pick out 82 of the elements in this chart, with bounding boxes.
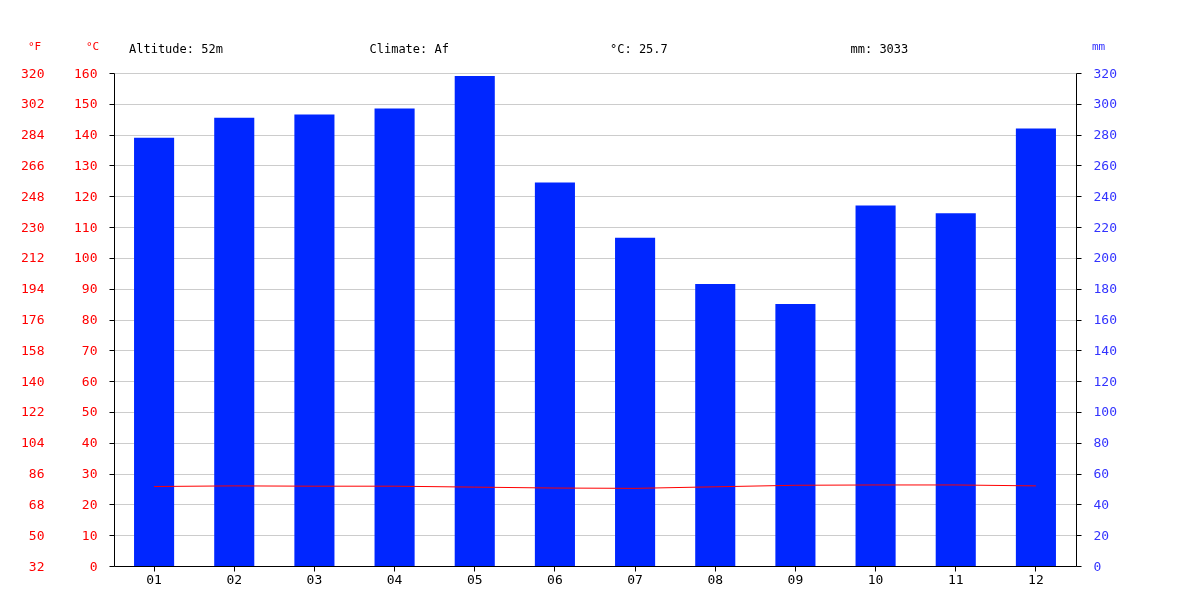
y3-tick-label: 284 — [21, 127, 45, 143]
y-tick-label: 0 — [89, 558, 98, 574]
text: Altitude: 52m — [129, 42, 223, 56]
y3-tick-label: 212 — [21, 250, 45, 266]
bar — [695, 284, 736, 566]
y-tick-label: 10 — [81, 527, 98, 543]
text: mm: 3033 — [850, 42, 909, 56]
y2-tick-label: 0 — [1093, 558, 1102, 574]
x-tick-label: 04 — [386, 571, 403, 587]
x-tick-label: 12 — [1028, 571, 1044, 587]
y-tick-label: 130 — [74, 157, 98, 173]
y3-tick-label: 266 — [21, 157, 45, 173]
bar — [935, 213, 976, 566]
x-tick-label: 01 — [146, 571, 162, 587]
y3-tick-label: 248 — [21, 188, 45, 204]
y-tick-label: 20 — [81, 496, 98, 512]
y2-tick-label: 280 — [1093, 127, 1117, 143]
bar — [214, 117, 255, 566]
y2-tick-label: 240 — [1093, 188, 1117, 204]
y3-tick-label: 68 — [28, 496, 45, 512]
text: °C: 25.7 — [610, 42, 668, 56]
y3-tick-label: 194 — [21, 281, 45, 297]
y3-tick-label: 158 — [21, 342, 45, 358]
y2-tick-label: 140 — [1093, 342, 1117, 358]
bar — [1015, 128, 1056, 566]
x-tick-label: 10 — [867, 571, 884, 587]
x-tick-label: 06 — [547, 571, 563, 587]
y2-tick-label: 260 — [1093, 157, 1117, 173]
x-tick-label: 02 — [226, 571, 243, 587]
y-tick-label: 40 — [81, 435, 98, 451]
bar — [855, 205, 896, 566]
y3-axis-title: °F — [27, 39, 42, 53]
y-tick-label: 30 — [81, 466, 98, 482]
y3-tick-label: 50 — [28, 527, 45, 543]
y2-tick-label: 320 — [1093, 65, 1117, 81]
x-tick-label: 09 — [787, 571, 804, 587]
y-tick-label: 160 — [74, 65, 98, 81]
y3-tick-label: 230 — [21, 219, 45, 235]
y-tick-label: 140 — [74, 127, 98, 143]
y-tick-label: 100 — [74, 250, 98, 266]
y2-tick-label: 300 — [1093, 96, 1117, 112]
y-tick-label: 150 — [74, 96, 98, 112]
bar — [775, 304, 816, 566]
y2-tick-label: 100 — [1093, 404, 1117, 420]
y-tick-label: 50 — [81, 404, 98, 420]
y2-tick-label: 80 — [1093, 435, 1110, 451]
x-tick-label: 11 — [947, 571, 964, 587]
bar — [534, 182, 575, 566]
x-tick-label: 03 — [306, 571, 323, 587]
y2-tick-label: 120 — [1093, 373, 1117, 389]
x-tick-label: 08 — [707, 571, 724, 587]
y-tick-label: 110 — [74, 219, 98, 235]
y2-tick-label: 60 — [1093, 466, 1110, 482]
bar — [134, 137, 175, 566]
y2-tick-label: 200 — [1093, 250, 1117, 266]
y3-tick-label: 302 — [21, 96, 45, 112]
y3-tick-label: 140 — [21, 373, 45, 389]
y3-tick-label: 86 — [28, 466, 45, 482]
y-tick-label: 70 — [81, 342, 98, 358]
x-tick-label: 07 — [627, 571, 643, 587]
bar — [454, 76, 495, 566]
bar — [374, 108, 415, 566]
bar — [615, 237, 656, 566]
y-tick-label: 120 — [74, 188, 98, 204]
x-tick-label: 05 — [466, 571, 483, 587]
text: Climate: Af — [369, 42, 449, 56]
y2-tick-label: 220 — [1093, 219, 1117, 235]
y-tick-label: 80 — [81, 312, 98, 327]
y3-tick-label: 176 — [21, 312, 45, 327]
y-tick-label: 60 — [81, 373, 98, 389]
y3-tick-label: 32 — [28, 558, 45, 574]
y2-tick-label: 180 — [1093, 281, 1117, 297]
y2-tick-label: 40 — [1093, 496, 1110, 512]
y3-tick-label: 320 — [21, 65, 45, 81]
y2-axis-title: mm — [1091, 39, 1106, 53]
y2-tick-label: 20 — [1093, 527, 1110, 543]
y3-tick-label: 104 — [21, 435, 45, 451]
bar — [294, 114, 335, 566]
y-axis-title: °C — [85, 39, 100, 53]
y2-tick-label: 160 — [1093, 312, 1117, 327]
y-tick-label: 90 — [81, 281, 98, 297]
y3-tick-label: 122 — [21, 404, 45, 420]
